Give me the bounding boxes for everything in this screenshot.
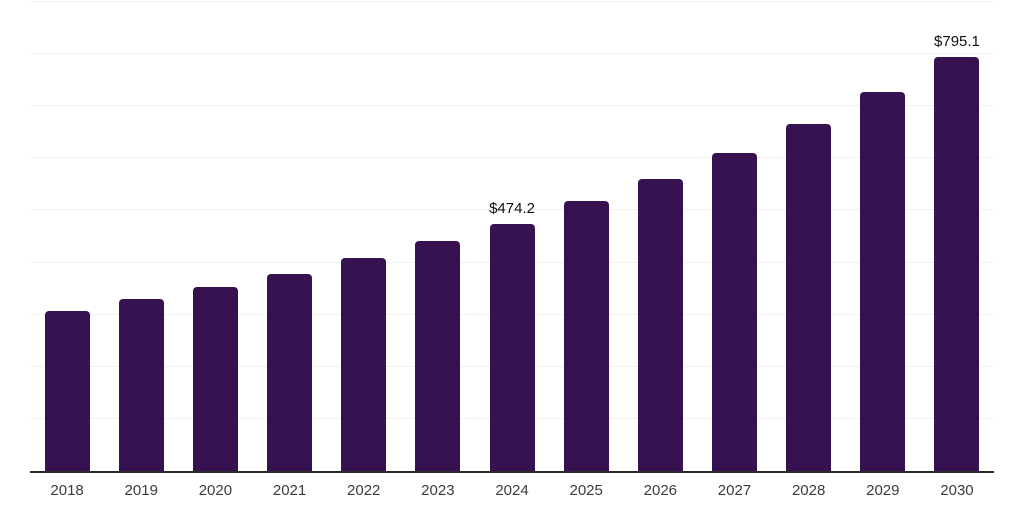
bar-2024	[489, 223, 535, 471]
bar-2019	[118, 298, 164, 471]
x-tick-2026: 2026	[643, 482, 678, 499]
x-tick-2029: 2029	[866, 482, 900, 499]
bar-slot-2023	[401, 2, 475, 471]
x-tick-2024: 2024	[495, 482, 529, 499]
bar-2020	[192, 286, 238, 471]
bar-2018	[44, 310, 90, 471]
bar-2027	[711, 153, 757, 471]
bar-slot-2028	[772, 2, 846, 471]
x-tick-2023: 2023	[421, 482, 455, 499]
x-tick-2027: 2027	[717, 482, 752, 499]
x-tick-2019: 2019	[124, 482, 158, 499]
x-tick-2020: 2020	[198, 482, 233, 499]
x-axis-labels: 2018 2019 2020 2021 2022 2023 2024 2025 2026 2027…	[30, 473, 994, 499]
bar-2023	[415, 240, 461, 471]
bar-slot-2027	[697, 2, 771, 471]
x-tick-2030: 2030	[940, 482, 974, 499]
bar-2028	[786, 123, 832, 471]
bar-row: $474.2 $795.1	[30, 2, 994, 471]
bar-slot-2022	[327, 2, 401, 471]
data-label-2024: $474.2	[489, 199, 535, 217]
bar-2021	[267, 274, 313, 471]
bar-2029	[860, 92, 906, 471]
gridline-600	[30, 157, 994, 159]
x-tick-2025: 2025	[569, 482, 603, 499]
x-tick-2028: 2028	[791, 482, 826, 499]
chart-area: $474.2 $795.1 2018 2019 2020 2021 2022 2023 202…	[30, 1, 994, 499]
bar-slot-2026	[623, 2, 697, 471]
x-tick-2018: 2018	[50, 482, 84, 499]
bar-slot-2024: $474.2	[475, 2, 549, 471]
gridline-500	[30, 209, 994, 211]
gridline-900	[30, 1, 994, 2]
data-label-2030: $795.1	[934, 32, 980, 50]
bar-2030	[934, 56, 980, 471]
bar-slot-2025	[549, 2, 623, 471]
x-tick-2021: 2021	[272, 482, 307, 499]
bar-2026	[637, 179, 683, 471]
bar-slot-2021	[252, 2, 326, 471]
bar-2025	[563, 200, 609, 471]
bar-slot-2018	[30, 2, 104, 471]
bar-2022	[341, 258, 387, 471]
bar-slot-2019	[104, 2, 178, 471]
x-tick-2022: 2022	[347, 482, 381, 499]
bar-slot-2030: $795.1	[920, 2, 994, 471]
bar-slot-2020	[178, 2, 252, 471]
gridline-800	[30, 53, 994, 55]
gridline-700	[30, 105, 994, 107]
bar-slot-2029	[846, 2, 920, 471]
plot-area: $474.2 $795.1	[30, 1, 994, 473]
